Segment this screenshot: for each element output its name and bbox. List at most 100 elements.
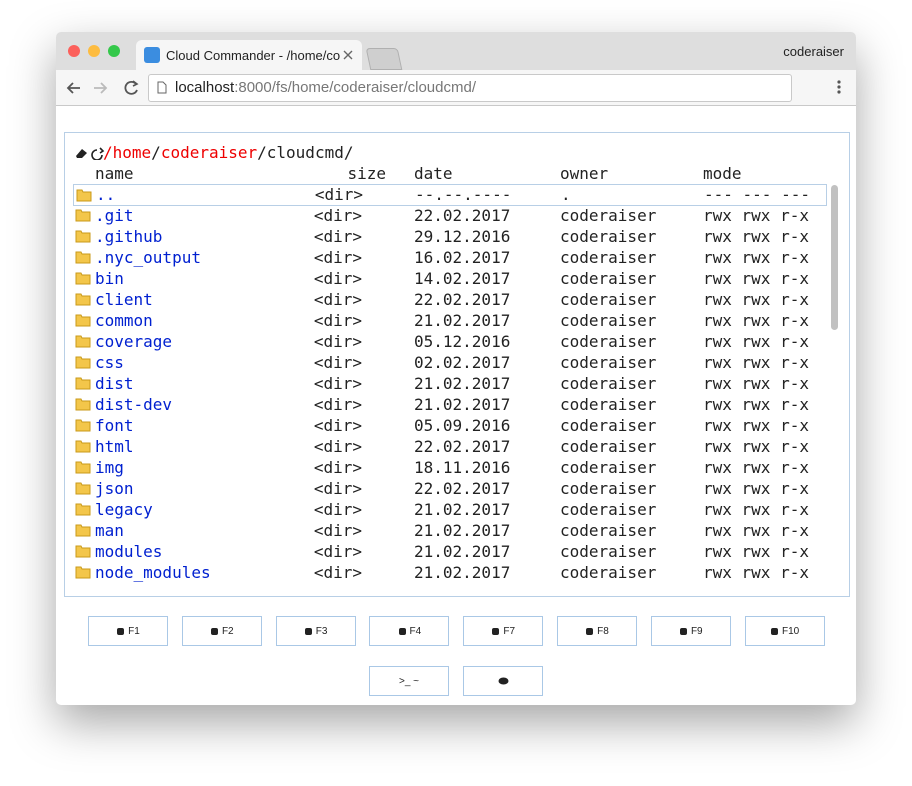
cell-date: 05.09.2016 xyxy=(414,416,511,435)
cell-name[interactable]: client xyxy=(95,290,153,309)
header-row: name size date owner mode xyxy=(65,163,849,184)
file-row[interactable]: legacy <dir> 21.02.2017 coderaiser rwx rwx r… xyxy=(73,499,825,519)
file-row[interactable]: dist-dev <dir> 21.02.2017 coderaiser rwx rwx… xyxy=(73,394,825,414)
cell-date: 21.02.2017 xyxy=(414,521,511,540)
button-icon xyxy=(770,627,778,635)
address-bar[interactable]: localhost:8000/fs/home/coderaiser/cloudc… xyxy=(148,74,792,102)
scrollbar[interactable] xyxy=(831,185,838,330)
cell-name[interactable]: .github xyxy=(95,227,163,246)
cell-mode: rwx rwx r-x xyxy=(703,458,809,477)
file-row[interactable]: modules <dir> 21.02.2017 coderaiser rwx rwx … xyxy=(73,541,825,561)
tab-close[interactable] xyxy=(342,49,354,61)
cell-owner: coderaiser xyxy=(560,353,657,372)
cell-name[interactable]: .nyc_output xyxy=(95,248,201,267)
button-icon xyxy=(586,627,594,635)
folder-icon xyxy=(75,545,91,558)
cell-name[interactable]: modules xyxy=(95,542,163,561)
toolbar: localhost:8000/fs/home/coderaiser/cloudc… xyxy=(56,70,856,106)
cell-name[interactable]: node_modules xyxy=(95,563,211,582)
cell-mode: rwx rwx r-x xyxy=(703,395,809,414)
button-label: >_ ~ xyxy=(398,675,420,687)
file-row[interactable]: dist <dir> 21.02.2017 coderaiser rwx rwx r-x xyxy=(73,373,825,393)
file-row[interactable]: man <dir> 21.02.2017 coderaiser rwx rwx r-x xyxy=(73,520,825,540)
function-button[interactable]: F7 xyxy=(463,616,544,646)
folder-icon xyxy=(75,440,91,453)
file-row[interactable]: json <dir> 22.02.2017 coderaiser rwx rwx r-x xyxy=(73,478,825,498)
cell-size: <dir> xyxy=(313,458,362,477)
cell-owner: coderaiser xyxy=(560,395,657,414)
cell-mode: rwx rwx r-x xyxy=(703,374,809,393)
folder-icon xyxy=(75,503,91,516)
cell-mode: rwx rwx r-x xyxy=(703,542,809,561)
tab[interactable]: Cloud Commander - /home/co xyxy=(136,40,362,70)
chat-button[interactable] xyxy=(463,666,543,696)
tab-favicon xyxy=(144,47,160,63)
cell-size: <dir> xyxy=(313,500,362,519)
cell-name[interactable]: common xyxy=(95,311,153,330)
cell-date: --.--.---- xyxy=(415,185,512,204)
url-path: :8000/fs/home/coderaiser/cloudcmd/ xyxy=(234,79,476,96)
file-row[interactable]: .github <dir> 29.12.2016 coderaiser rwx rwx … xyxy=(73,226,825,246)
path-link[interactable]: coderaiser xyxy=(160,143,258,162)
function-button[interactable]: F10 xyxy=(744,616,825,646)
cell-size: size xyxy=(347,164,386,183)
close-button[interactable] xyxy=(68,45,80,57)
cell-owner: coderaiser xyxy=(560,206,657,225)
cell-date: 14.02.2017 xyxy=(414,269,511,288)
cell-name[interactable]: legacy xyxy=(95,500,153,519)
cell-name[interactable]: json xyxy=(95,479,134,498)
path-icons[interactable] xyxy=(75,146,109,160)
cell-owner: owner xyxy=(560,164,609,183)
function-button[interactable]: F8 xyxy=(557,616,637,646)
menu-button[interactable] xyxy=(836,79,842,95)
cell-name[interactable]: img xyxy=(95,458,124,477)
new-tab[interactable] xyxy=(365,48,403,70)
cell-name[interactable]: bin xyxy=(95,269,124,288)
file-row[interactable]: node_modules <dir> 21.02.2017 coderaiser rwx… xyxy=(73,562,825,582)
file-row[interactable]: .nyc_output <dir> 16.02.2017 coderaiser rwx … xyxy=(73,247,825,267)
cell-name[interactable]: html xyxy=(95,437,134,456)
console-button[interactable]: >_ ~ xyxy=(369,666,449,696)
cell-name[interactable]: coverage xyxy=(95,332,173,351)
cell-owner: coderaiser xyxy=(560,374,657,393)
function-button[interactable]: F4 xyxy=(369,616,450,646)
cell-size: <dir> xyxy=(313,290,362,309)
cell-size: <dir> xyxy=(313,269,362,288)
function-button[interactable]: F1 xyxy=(88,616,168,646)
cell-date: 21.02.2017 xyxy=(414,500,511,519)
profile-name: coderaiser xyxy=(783,44,844,59)
cell-owner: coderaiser xyxy=(560,500,657,519)
cell-name[interactable]: font xyxy=(95,416,134,435)
minimize-button[interactable] xyxy=(88,45,100,57)
button-label: F7 xyxy=(503,625,516,637)
nav-buttons[interactable] xyxy=(64,78,144,98)
file-row[interactable]: img <dir> 18.11.2016 coderaiser rwx rwx r-x xyxy=(73,457,825,477)
function-button[interactable]: F3 xyxy=(275,616,356,646)
cell-owner: coderaiser xyxy=(560,227,657,246)
cell-name[interactable]: .git xyxy=(95,206,134,225)
folder-icon xyxy=(75,293,91,306)
cell-date: 22.02.2017 xyxy=(414,206,511,225)
zoom-button[interactable] xyxy=(108,45,120,57)
cell-name[interactable]: css xyxy=(95,353,124,372)
path-link[interactable]: /home xyxy=(103,143,152,162)
cell-name[interactable]: man xyxy=(95,521,124,540)
file-row[interactable]: css <dir> 02.02.2017 coderaiser rwx rwx r-x xyxy=(73,352,825,372)
file-row[interactable]: font <dir> 05.09.2016 coderaiser rwx rwx r-x xyxy=(73,415,825,435)
function-button[interactable]: F9 xyxy=(650,616,731,646)
cell-name[interactable]: dist-dev xyxy=(95,395,173,414)
file-row[interactable]: bin <dir> 14.02.2017 coderaiser rwx rwx r-x xyxy=(73,268,825,288)
file-row[interactable]: .git <dir> 22.02.2017 coderaiser rwx rwx r-x xyxy=(73,205,825,225)
cell-name[interactable]: dist xyxy=(95,374,134,393)
file-row[interactable]: .. <dir> --.--.----. --- --- --- xyxy=(73,184,827,206)
file-row[interactable]: coverage <dir> 05.12.2016 coderaiser rwx rwx… xyxy=(73,331,825,351)
file-row[interactable]: common <dir> 21.02.2017 coderaiser rwx rwx r… xyxy=(73,310,825,330)
cell-date: 22.02.2017 xyxy=(414,479,511,498)
cell-name[interactable]: .. xyxy=(96,185,116,204)
cell-name[interactable]: name xyxy=(95,164,134,183)
folder-icon xyxy=(75,524,91,537)
file-row[interactable]: client <dir> 22.02.2017 coderaiser rwx rwx r… xyxy=(73,289,825,309)
function-button[interactable]: F2 xyxy=(181,616,262,646)
file-row[interactable]: html <dir> 22.02.2017 coderaiser rwx rwx r-x xyxy=(73,436,825,456)
